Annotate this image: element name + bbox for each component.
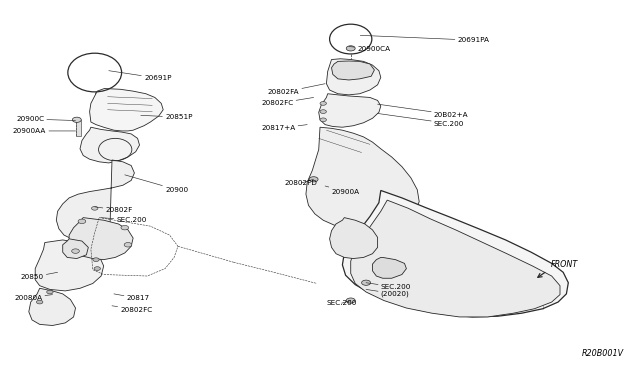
Text: 20900: 20900 — [125, 175, 188, 193]
Circle shape — [36, 300, 43, 304]
Text: 20691PA: 20691PA — [360, 35, 490, 43]
Circle shape — [121, 225, 129, 230]
Polygon shape — [332, 61, 374, 80]
Text: SEC.200: SEC.200 — [378, 113, 464, 126]
Text: 20802FC: 20802FC — [112, 306, 152, 312]
Text: FRONT: FRONT — [550, 260, 578, 269]
Polygon shape — [35, 240, 104, 291]
Text: 20817: 20817 — [114, 294, 150, 301]
Polygon shape — [69, 218, 133, 260]
Polygon shape — [56, 160, 134, 241]
Polygon shape — [80, 127, 140, 163]
Text: 20802FC: 20802FC — [261, 97, 314, 106]
Circle shape — [124, 243, 132, 247]
Text: SEC.200: SEC.200 — [101, 217, 147, 223]
Text: 20802FD: 20802FD — [285, 179, 317, 186]
Polygon shape — [29, 288, 76, 326]
FancyBboxPatch shape — [76, 120, 81, 136]
Circle shape — [309, 177, 318, 182]
Circle shape — [320, 118, 326, 122]
Circle shape — [72, 117, 81, 122]
Text: 20817+A: 20817+A — [261, 125, 307, 131]
Circle shape — [320, 102, 326, 105]
Text: 20B02+A: 20B02+A — [378, 104, 468, 118]
Circle shape — [320, 110, 326, 113]
Polygon shape — [326, 59, 381, 95]
Polygon shape — [330, 218, 378, 259]
Text: 20900C: 20900C — [16, 116, 76, 122]
Circle shape — [346, 46, 355, 51]
Text: 20900A: 20900A — [325, 186, 360, 195]
Circle shape — [94, 267, 100, 270]
Text: (20020): (20020) — [366, 289, 410, 297]
Text: 20691P: 20691P — [109, 71, 172, 81]
Circle shape — [78, 219, 86, 224]
Text: 20851P: 20851P — [141, 114, 193, 120]
Circle shape — [362, 280, 371, 285]
Text: R20B001V: R20B001V — [582, 349, 624, 358]
Text: 20802F: 20802F — [95, 207, 133, 213]
Circle shape — [346, 298, 355, 303]
Circle shape — [92, 206, 98, 210]
Polygon shape — [342, 190, 568, 317]
Circle shape — [47, 290, 53, 294]
Text: 20080A: 20080A — [14, 295, 52, 301]
Text: 20900CA: 20900CA — [349, 46, 390, 52]
Text: SEC.200: SEC.200 — [326, 300, 356, 306]
Text: SEC.200: SEC.200 — [366, 283, 411, 290]
Polygon shape — [63, 239, 88, 259]
Polygon shape — [319, 94, 381, 127]
Text: 20900AA: 20900AA — [13, 128, 76, 134]
Polygon shape — [90, 89, 163, 131]
Text: 20802FA: 20802FA — [268, 84, 325, 95]
Polygon shape — [306, 127, 419, 229]
Polygon shape — [351, 200, 560, 317]
Circle shape — [72, 249, 79, 253]
Polygon shape — [372, 257, 406, 278]
Circle shape — [93, 258, 99, 262]
Text: 20850: 20850 — [20, 272, 58, 280]
